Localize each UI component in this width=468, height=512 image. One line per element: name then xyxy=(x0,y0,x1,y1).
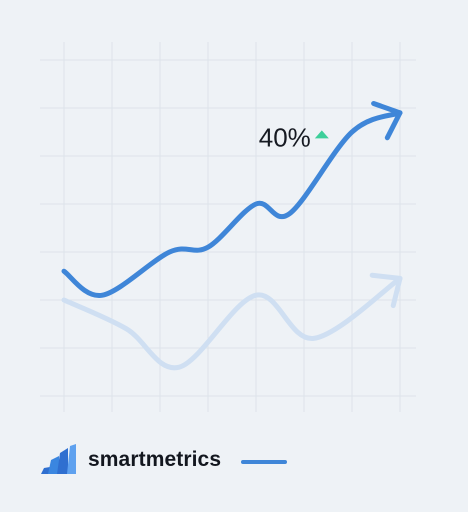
series-layer xyxy=(61,100,403,371)
secondary-series-arrowhead xyxy=(369,272,403,309)
primary-series-arrowhead xyxy=(371,100,403,141)
legend: smartmetrics xyxy=(40,440,288,480)
primary-series-line xyxy=(61,110,403,298)
brand-name: smartmetrics xyxy=(88,448,222,471)
chart-grid xyxy=(40,42,416,412)
bar-chart-logo-icon xyxy=(41,444,76,474)
line-chart: 40% xyxy=(40,42,416,412)
annotation-label: 40% xyxy=(259,122,311,152)
trend-up-icon xyxy=(314,130,329,139)
annotation-layer: 40% xyxy=(259,122,329,152)
legend-line-swatch xyxy=(241,459,288,464)
secondary-series-line xyxy=(61,275,403,371)
